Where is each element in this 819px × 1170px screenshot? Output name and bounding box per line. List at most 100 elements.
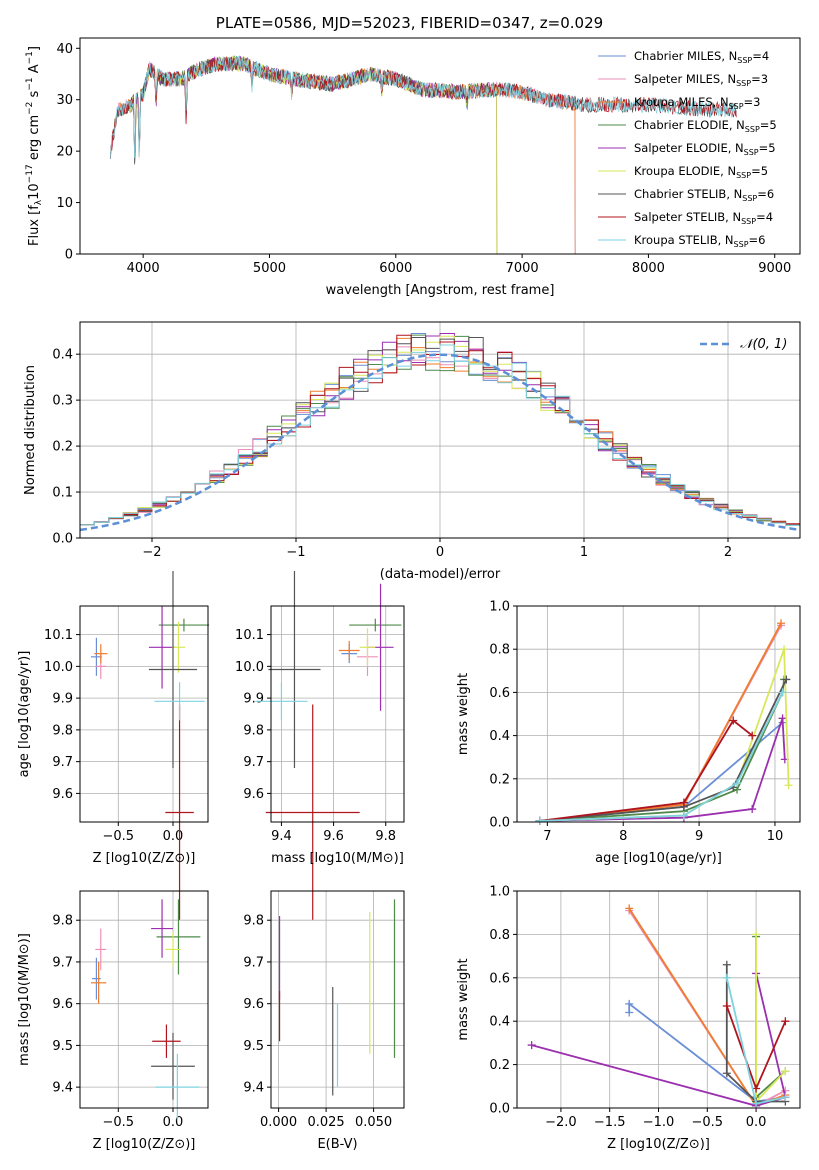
- plus-marker: [722, 1002, 731, 1011]
- tick-label-x: 5000: [253, 261, 286, 276]
- legend-label: 𝒩(0, 1): [740, 337, 787, 352]
- tick-label-y: 0.3: [52, 394, 73, 409]
- plus-marker: [781, 1067, 790, 1076]
- x-axis-label: (data-model)/error: [380, 567, 501, 582]
- legend-label: Chabrier STELIB, NSSP=6: [634, 187, 774, 203]
- tick-label-x: −2.0: [545, 1115, 577, 1130]
- legend-label: Kroupa ELODIE, NSSP=5: [634, 164, 768, 180]
- mass-weight-line: [628, 1001, 786, 1103]
- x-axis-label: E(B-V): [317, 1137, 357, 1152]
- mass-weight-axes: [516, 890, 801, 1109]
- tick-label-x: 9.4: [271, 829, 292, 844]
- plus-marker: [679, 811, 688, 820]
- plus-marker: [748, 731, 757, 740]
- legend-label: Salpeter MILES, NSSP=3: [634, 72, 768, 88]
- normal-curve: [79, 353, 801, 532]
- tick-label-y: 9.6: [52, 787, 73, 802]
- tick-label-y: 0.4: [489, 1015, 510, 1030]
- mass-weight-line: [539, 624, 782, 822]
- tick-label-y: 9.7: [243, 955, 264, 970]
- histogram-step: [80, 344, 800, 526]
- tick-label-x: 4000: [127, 261, 160, 276]
- tick-label-x: −0.5: [103, 829, 135, 844]
- tick-label-y: 10: [56, 196, 73, 211]
- errorbar-axes: [270, 890, 405, 1109]
- tick-label-y: 9.7: [52, 955, 73, 970]
- plus-marker: [778, 688, 787, 697]
- tick-label-x: −2: [142, 545, 161, 560]
- plus-marker: [733, 779, 742, 788]
- tick-label-x: 8: [619, 829, 627, 844]
- plus-marker: [752, 930, 761, 939]
- spectrum-line: [109, 55, 737, 159]
- y-axis-label: Normed distribution: [23, 365, 38, 495]
- plus-marker: [625, 999, 634, 1008]
- tick-label-y: 9.7: [52, 755, 73, 770]
- y-axis-label: mass weight: [456, 673, 471, 755]
- tick-label-y: 0.2: [489, 772, 510, 787]
- tick-label-y: 9.9: [243, 692, 264, 707]
- tick-label-x: 9.6: [323, 829, 344, 844]
- plus-marker: [527, 1041, 536, 1050]
- plus-marker: [625, 1008, 634, 1017]
- x-axis-label: wavelength [Angstrom, rest frame]: [326, 283, 555, 298]
- mass-weight-line: [539, 719, 753, 822]
- tick-label-x: −1: [286, 545, 305, 560]
- tick-label-y: 10.0: [235, 660, 264, 675]
- plus-marker: [729, 716, 738, 725]
- tick-label-y: 9.8: [52, 914, 73, 929]
- y-axis-label: age [log10(age/yr)]: [17, 651, 32, 778]
- tick-label-y: 1.0: [489, 885, 510, 900]
- tick-label-x: −1.0: [643, 1115, 675, 1130]
- tick-label-x: 9: [695, 829, 703, 844]
- tick-label-y: 0.4: [52, 348, 73, 363]
- histogram-axes: [79, 321, 801, 539]
- x-axis-label: Z [log10(Z/Z⊙)]: [607, 1137, 710, 1152]
- tick-label-y: 0.0: [489, 816, 510, 831]
- tick-label-y: 1.0: [489, 600, 510, 615]
- plus-marker: [777, 619, 786, 628]
- plus-marker: [625, 904, 634, 913]
- mass-weight-line: [755, 936, 786, 1100]
- legend-label: Salpeter STELIB, NSSP=4: [634, 210, 773, 226]
- spectrum-axes: [79, 37, 801, 255]
- mass-weight-axes: [516, 605, 801, 823]
- tick-label-y: 0.4: [489, 729, 510, 744]
- tick-label-x: 0.025: [307, 1115, 344, 1130]
- tick-label-y: 9.5: [52, 1039, 73, 1054]
- tick-label-x: 0.0: [163, 829, 184, 844]
- plus-marker: [784, 781, 793, 790]
- mass-weight-line: [539, 679, 788, 822]
- x-axis-label: Z [log10(Z/Z⊙)]: [93, 1137, 196, 1152]
- tick-label-y: 9.6: [243, 997, 264, 1012]
- plus-marker: [780, 645, 789, 654]
- plus-marker: [781, 1093, 790, 1102]
- tick-label-y: 20: [56, 145, 73, 160]
- plus-marker: [778, 714, 787, 723]
- plus-marker: [535, 816, 544, 825]
- legend-label: Chabrier ELODIE, NSSP=5: [634, 118, 777, 134]
- tick-label-y: 9.8: [243, 723, 264, 738]
- tick-label-y: 9.4: [52, 1081, 73, 1096]
- plus-marker: [748, 805, 757, 814]
- tick-label-y: 9.4: [243, 1081, 264, 1096]
- tick-label-x: 9.8: [375, 829, 396, 844]
- tick-label-y: 0.8: [489, 643, 510, 658]
- tick-label-y: 0.2: [489, 1058, 510, 1073]
- tick-label-y: 30: [56, 93, 73, 108]
- tick-label-y: 9.9: [52, 692, 73, 707]
- tick-label-y: 9.5: [243, 1039, 264, 1054]
- mass-weight-line: [725, 964, 786, 1103]
- tick-label-y: 10.0: [44, 660, 73, 675]
- tick-label-y: 0.2: [52, 440, 73, 455]
- legend-label: Chabrier MILES, NSSP=4: [634, 49, 769, 65]
- tick-label-x: 8000: [632, 261, 665, 276]
- plus-marker: [782, 675, 791, 684]
- tick-label-y: 0: [65, 248, 73, 263]
- tick-label-x: 0.0: [163, 1115, 184, 1130]
- tick-label-x: 6000: [379, 261, 412, 276]
- tick-label-x: −0.5: [103, 1115, 135, 1130]
- legend-label: Kroupa MILES, NSSP=3: [634, 95, 760, 111]
- tick-label-x: 7000: [506, 261, 539, 276]
- plus-marker: [781, 1017, 790, 1026]
